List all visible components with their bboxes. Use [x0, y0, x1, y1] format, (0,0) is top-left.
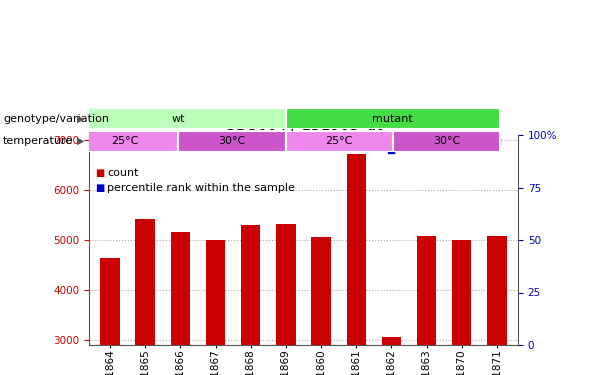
Bar	[393, 130, 500, 152]
Bar	[206, 240, 225, 345]
Bar	[286, 130, 393, 152]
Point	[175, 138, 185, 144]
Bar	[428, 108, 465, 129]
Point	[351, 134, 361, 140]
Bar	[178, 130, 286, 152]
Point	[246, 136, 256, 142]
Bar	[286, 108, 500, 129]
Bar	[346, 154, 366, 345]
Bar	[71, 108, 286, 129]
Point	[316, 138, 326, 144]
Text: ■: ■	[95, 183, 104, 192]
Text: genotype/variation: genotype/variation	[3, 114, 109, 123]
Text: count: count	[107, 168, 139, 177]
Text: percentile rank within the sample: percentile rank within the sample	[107, 183, 295, 192]
Text: mutant: mutant	[373, 114, 413, 124]
Text: 25°C: 25°C	[326, 136, 353, 146]
Bar	[487, 236, 506, 345]
Point	[422, 138, 432, 144]
Bar	[101, 258, 120, 345]
Bar	[276, 224, 295, 345]
Point	[105, 138, 115, 144]
Bar	[170, 231, 190, 345]
Text: ■: ■	[95, 168, 104, 177]
Point	[492, 138, 502, 144]
Bar	[311, 237, 330, 345]
Bar	[393, 108, 428, 129]
Bar	[250, 108, 286, 129]
Bar	[135, 219, 155, 345]
Bar	[71, 130, 178, 152]
Bar	[241, 225, 261, 345]
Text: 25°C: 25°C	[111, 136, 139, 146]
Text: 30°C: 30°C	[433, 136, 460, 146]
Text: temperature: temperature	[3, 136, 74, 146]
Text: ▶: ▶	[77, 136, 85, 146]
Point	[386, 147, 396, 153]
Point	[140, 136, 150, 142]
Bar	[71, 108, 107, 129]
Bar	[178, 108, 214, 129]
Point	[211, 138, 221, 144]
Bar	[357, 108, 393, 129]
Text: wt: wt	[172, 114, 185, 124]
Bar	[382, 337, 401, 345]
Title: GDS664 / 151903_at: GDS664 / 151903_at	[224, 117, 383, 134]
Text: 30°C: 30°C	[218, 136, 246, 146]
Bar	[465, 108, 500, 129]
Point	[457, 138, 466, 144]
Bar	[142, 108, 178, 129]
Point	[281, 138, 291, 144]
Bar	[321, 108, 357, 129]
Bar	[107, 108, 142, 129]
Bar	[214, 108, 250, 129]
Bar	[452, 240, 471, 345]
Bar	[286, 108, 321, 129]
Bar	[417, 236, 436, 345]
Text: ▶: ▶	[77, 114, 85, 123]
